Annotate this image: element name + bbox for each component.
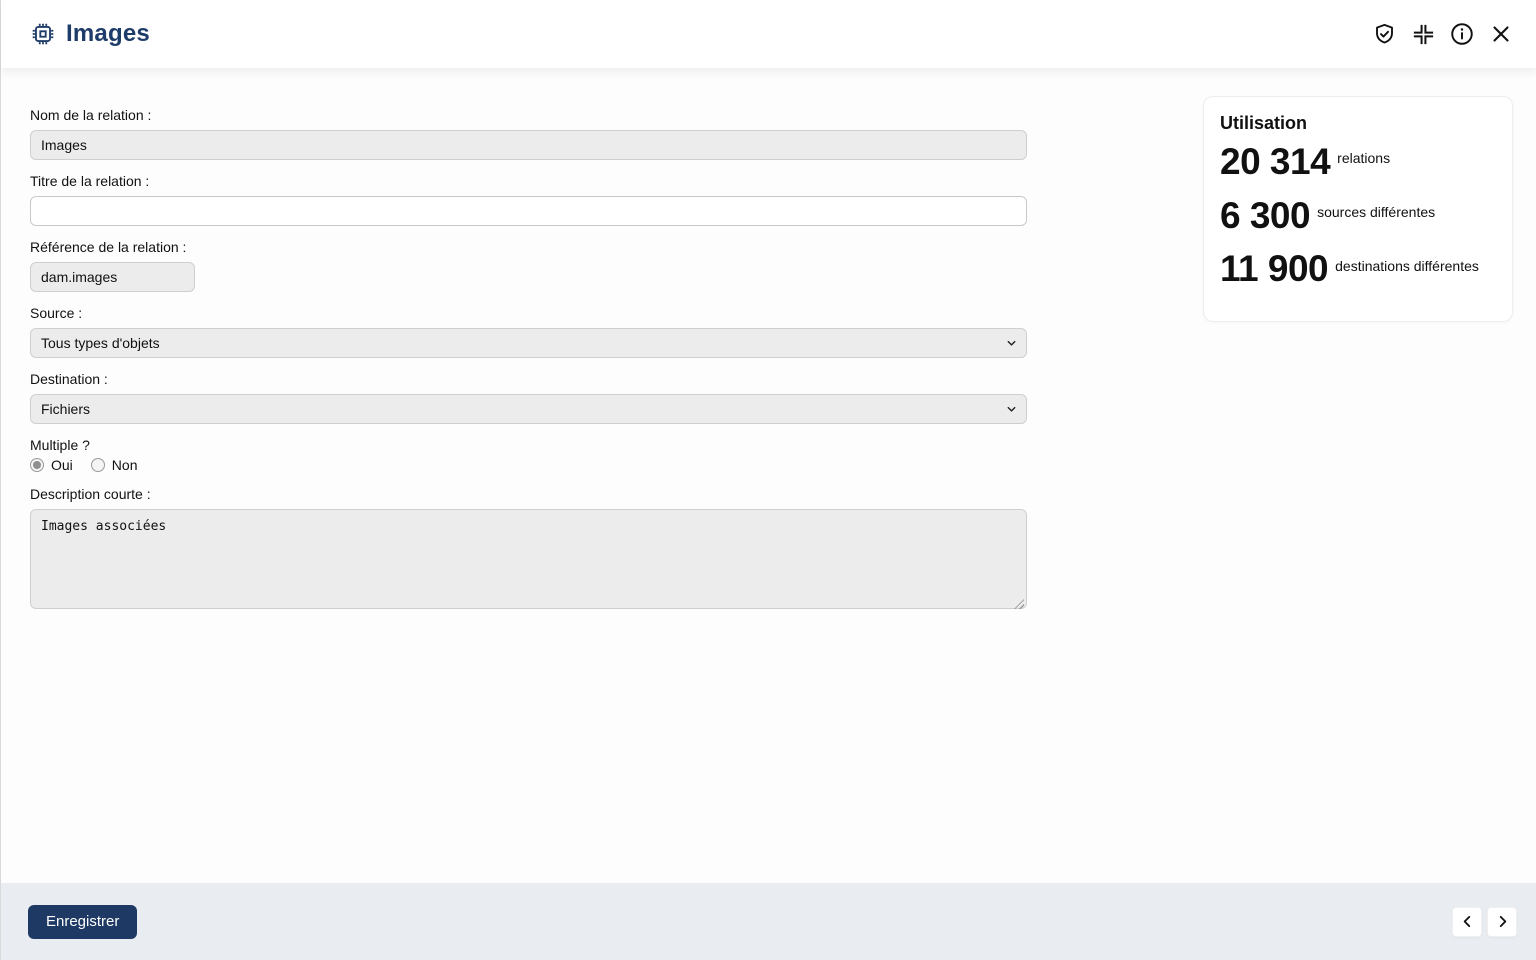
radio-oui-label: Oui [51,457,73,473]
stat-destinations-value: 11 900 [1220,248,1329,290]
stat-relations: 20 314 relations [1220,141,1494,183]
usage-card-title: Utilisation [1220,113,1308,133]
next-button[interactable] [1487,906,1517,937]
field-relation-title: Titre de la relation : [30,173,1027,226]
header-title-group: Images [30,20,150,48]
relation-name-label: Nom de la relation : [30,107,152,123]
dialog-header: Images [1,0,1536,68]
field-destination: Destination : Fichiers [30,371,1027,424]
multiple-radio-group: Oui Non [30,457,1027,473]
info-icon [1449,21,1475,47]
radio-oui[interactable] [30,458,44,472]
relation-reference-label: Référence de la relation : [30,239,187,255]
save-button[interactable]: Enregistrer [28,904,138,939]
radio-option-oui[interactable]: Oui [30,457,73,473]
stat-sources: 6 300 sources différentes [1220,194,1494,237]
shield-check-icon [1372,22,1397,47]
usage-card: Utilisation 20 314 relations 6 300 sourc… [1203,96,1513,323]
stat-sources-value: 6 300 [1220,194,1311,236]
page-title: Images [66,20,150,47]
close-button[interactable] [1487,20,1515,48]
source-label: Source : [30,305,83,321]
radio-non-label: Non [111,457,138,473]
relation-reference-input[interactable] [30,262,195,292]
dialog-footer: Enregistrer [1,883,1536,960]
field-relation-reference: Référence de la relation : [30,239,1027,292]
stat-destinations-label: destinations différentes [1335,257,1479,274]
radio-non[interactable] [90,458,105,472]
collapse-button[interactable] [1409,20,1437,48]
chip-icon [30,21,56,47]
chevron-right-icon [1494,913,1511,930]
stat-destinations: 11 900 destinations différentes [1220,249,1494,290]
description-label: Description courte : [30,486,151,502]
shield-check-button[interactable] [1370,20,1398,48]
previous-button[interactable] [1452,906,1482,937]
field-description: Description courte : Images associées [30,486,1027,614]
field-relation-name: Nom de la relation : [30,107,1027,160]
stat-relations-label: relations [1337,150,1391,167]
stat-relations-value: 20 314 [1220,141,1331,182]
destination-label: Destination : [30,371,108,387]
close-icon [1489,22,1513,46]
multiple-label: Multiple ? [30,437,90,453]
field-source: Source : Tous types d'objets [30,305,1027,358]
field-multiple: Multiple ? Oui Non [30,437,1027,473]
description-textarea[interactable]: Images associées [30,509,1027,609]
relation-title-label: Titre de la relation : [30,173,150,189]
source-select[interactable]: Tous types d'objets [30,328,1027,358]
chevron-left-icon [1459,913,1476,930]
info-button[interactable] [1448,20,1476,48]
relation-title-input[interactable] [30,196,1027,226]
relation-form: Nom de la relation : Titre de la relatio… [30,107,1027,627]
radio-option-non[interactable]: Non [90,457,138,473]
header-actions [1370,20,1515,48]
destination-select[interactable]: Fichiers [30,394,1027,424]
pagination-nav [1452,906,1517,937]
collapse-icon [1412,23,1435,46]
stat-sources-label: sources différentes [1317,204,1436,221]
dialog-body: Nom de la relation : Titre de la relatio… [1,68,1536,883]
relation-name-input[interactable] [30,130,1027,160]
